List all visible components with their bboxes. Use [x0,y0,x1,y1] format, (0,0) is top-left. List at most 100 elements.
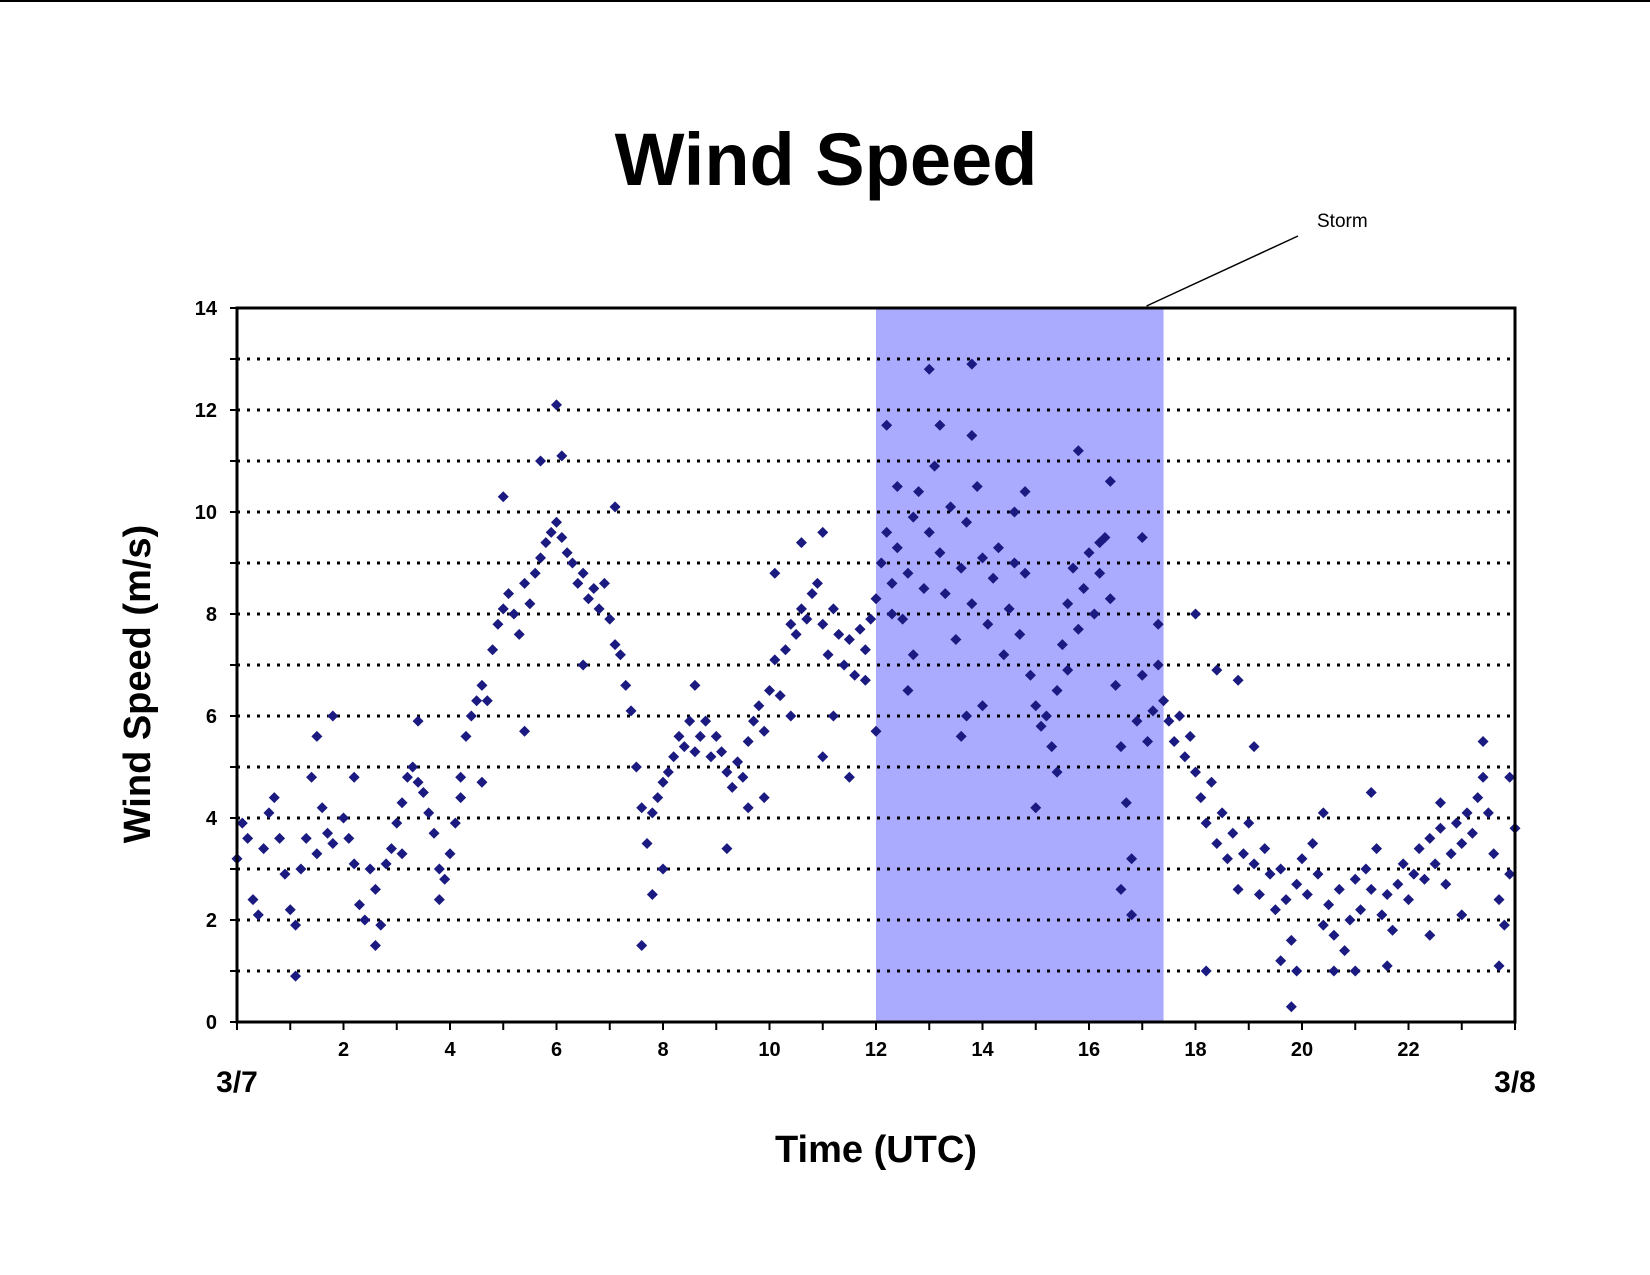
data-point [290,970,302,982]
data-point [897,613,909,625]
data-point [636,940,648,951]
data-point [945,501,957,513]
data-point [1051,685,1063,696]
data-point [1019,486,1031,498]
data-point [923,526,935,538]
data-point [785,618,797,630]
data-point [407,761,419,773]
data-point [1078,583,1090,594]
data-point [428,827,440,839]
data-point [673,730,685,742]
data-point [1152,618,1164,630]
data-point [689,746,701,758]
data-point [1030,700,1042,712]
data-point [519,577,531,589]
data-point [1184,730,1196,742]
data-point [492,618,504,630]
data-point [614,649,626,661]
data-point [1126,853,1138,865]
start-date-label: 3/7 [216,1066,258,1099]
data-point [401,771,413,783]
data-point [1051,766,1063,778]
data-point [252,909,264,921]
data-point [263,807,275,819]
x-tick-label: 16 [1078,1039,1100,1061]
data-point [774,690,786,702]
data-point [1264,868,1276,880]
data-point [630,761,642,773]
data-point [1110,679,1122,691]
data-point [598,577,610,589]
data-point [636,802,648,814]
data-point [1456,909,1468,921]
data-point [535,552,547,564]
data-point [1424,929,1436,941]
data-point [764,685,775,696]
data-point [524,598,536,610]
data-point [444,848,456,860]
data-point [609,501,621,513]
data-point [556,532,568,543]
data-point [433,863,445,875]
data-point [322,827,334,839]
top-rule [0,0,1650,2]
data-point [1062,598,1074,610]
data-point [369,940,381,951]
data-point [481,695,493,707]
data-point [795,537,807,549]
data-point [487,644,499,656]
data-point [1035,720,1047,732]
data-point [849,669,861,681]
data-point [955,562,967,574]
data-point [913,486,925,498]
data-point [593,603,605,615]
data-point [1440,878,1452,890]
data-point [1163,715,1175,727]
data-point [1179,751,1191,763]
data-point [284,904,296,916]
axis-ticks [230,307,1516,1030]
data-point [1381,960,1393,972]
data-point [817,618,829,630]
data-point [801,613,813,625]
data-point [417,787,429,798]
x-tick-label: 6 [551,1039,562,1061]
data-point [1482,807,1494,819]
data-point [279,868,291,880]
data-point [1024,669,1036,681]
data-point [433,894,445,906]
x-tick-label: 12 [865,1039,887,1061]
data-point [859,644,871,656]
data-point [737,771,749,783]
data-point [529,567,541,579]
data-point [1365,883,1377,895]
data-point [1115,741,1127,753]
data-point [519,725,531,737]
data-point [1216,807,1228,819]
data-point [907,511,919,523]
data-point [460,730,472,742]
data-point [700,715,712,727]
data-point [1136,532,1148,543]
data-point [652,792,664,804]
data-point [641,838,653,849]
data-point [982,618,994,630]
data-point [1248,858,1260,870]
data-point [827,710,839,722]
data-point [1323,899,1335,911]
data-point [1211,838,1223,849]
data-point [1349,873,1361,885]
data-point [1328,965,1340,977]
data-point [343,832,355,844]
data-point [779,644,791,656]
data-point [1221,853,1233,865]
data-point [971,481,983,492]
data-point [1136,669,1148,681]
data-point [1205,776,1217,788]
data-point [508,608,520,620]
data-point [1088,608,1100,620]
data-point [657,776,669,788]
data-point [811,577,823,589]
data-point [1083,547,1095,559]
data-point [902,567,914,579]
